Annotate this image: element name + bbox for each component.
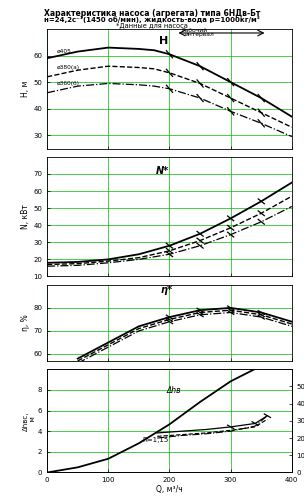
Text: N*: N* [156, 166, 169, 176]
Text: Δhв: Δhв [166, 386, 181, 396]
Text: Характеристика насоса (агрегата) типа 6НДв-Бт: Характеристика насоса (агрегата) типа 6Н… [44, 9, 260, 18]
Text: Рабочий: Рабочий [182, 28, 208, 33]
Text: ø360(б): ø360(б) [56, 81, 79, 86]
Text: *Данные для насоса: *Данные для насоса [116, 22, 188, 28]
Y-axis label: η, %: η, % [22, 314, 30, 331]
Text: ø405: ø405 [56, 49, 71, 54]
Y-axis label: H, м: H, м [22, 80, 30, 97]
Text: H: H [159, 36, 168, 46]
X-axis label: Q, м³/ч: Q, м³/ч [156, 484, 183, 494]
Text: интервал: интервал [184, 32, 214, 37]
Text: η*: η* [160, 285, 172, 295]
Text: н=24,2с⁻¹(1450 об/мин), жидкость-вода р=1000кг/м³: н=24,2с⁻¹(1450 об/мин), жидкость-вода р=… [44, 16, 260, 23]
Y-axis label: Δhвс,
  м: Δhвс, м [23, 411, 36, 430]
Text: R=1,15: R=1,15 [142, 436, 168, 442]
Y-axis label: N, кВт: N, кВт [22, 204, 30, 229]
Text: ø380(а): ø380(а) [56, 65, 79, 70]
